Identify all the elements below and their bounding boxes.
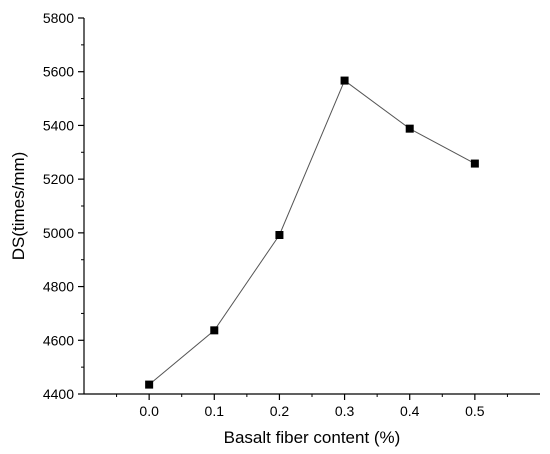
y-axis-title: DS(times/mm): [9, 152, 28, 261]
x-tick-label: 0.0: [139, 403, 159, 419]
x-ticks: 0.0 0.1 0.2 0.3 0.4 0.5: [116, 394, 508, 419]
y-tick-label: 5800: [43, 10, 74, 26]
data-point: [275, 231, 284, 240]
data-point: [210, 326, 219, 335]
y-tick-label: 4600: [43, 332, 74, 348]
data-point: [340, 76, 349, 85]
y-tick-label: 5400: [43, 117, 74, 133]
y-tick-label: 5000: [43, 225, 74, 241]
x-tick-label: 0.5: [465, 403, 485, 419]
x-tick-label: 0.4: [400, 403, 420, 419]
series-group: [145, 76, 479, 389]
series-line: [148, 79, 476, 385]
data-point: [405, 124, 414, 133]
y-tick-label: 4800: [43, 279, 74, 295]
axes: [83, 18, 540, 395]
y-tick-label: 5600: [43, 64, 74, 80]
data-point: [145, 380, 154, 389]
x-tick-label: 0.2: [270, 403, 290, 419]
x-axis-title: Basalt fiber content (%): [224, 428, 401, 447]
x-tick-label: 0.3: [335, 403, 355, 419]
y-tick-label: 5200: [43, 171, 74, 187]
x-tick-label: 0.1: [205, 403, 225, 419]
data-point: [470, 159, 479, 168]
y-ticks: 4400 4600 4800 5000 5200 5400 5600 5800: [43, 10, 84, 402]
y-tick-label: 4400: [43, 386, 74, 402]
